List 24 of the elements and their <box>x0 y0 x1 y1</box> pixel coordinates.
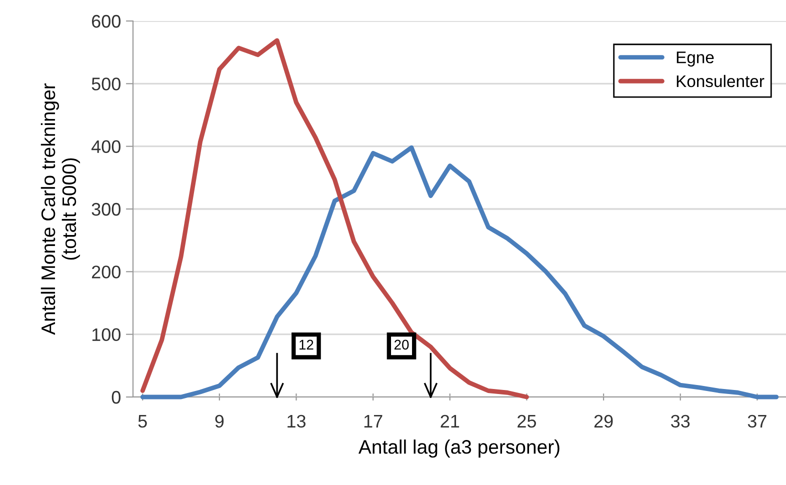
y-tick-label: 500 <box>92 78 120 90</box>
x-tick-label: 29 <box>594 414 613 428</box>
x-axis-title: Antall lag (a3 personer) <box>358 440 560 458</box>
ref-line-label: 12 <box>300 340 314 350</box>
x-tick-label: 9 <box>215 414 224 428</box>
y-tick-label: 300 <box>92 202 120 216</box>
y-axis-title: Antall Monte Carlo trekninger (totalt 5000) <box>40 83 80 335</box>
y-tick-label: 0 <box>112 390 120 404</box>
y-tick-label: 100 <box>92 328 120 342</box>
x-tick-label: 17 <box>364 415 382 428</box>
legend-label: Egne <box>676 52 714 67</box>
x-tick-label: 25 <box>518 414 536 428</box>
x-tick-label: 13 <box>288 414 306 428</box>
ref-line-label: 20 <box>394 340 409 350</box>
x-tick-label: 21 <box>440 414 460 428</box>
x-tick-label: 5 <box>138 415 147 428</box>
y-tick-label: 400 <box>91 140 120 154</box>
legend-label: Konsulenter <box>676 74 764 88</box>
y-tick-label: 600 <box>92 14 120 28</box>
x-tick-label: 33 <box>671 414 690 428</box>
y-tick-label: 200 <box>92 266 120 278</box>
line-series <box>140 145 779 400</box>
line-series <box>140 38 529 400</box>
x-tick-label: 37 <box>748 414 766 428</box>
